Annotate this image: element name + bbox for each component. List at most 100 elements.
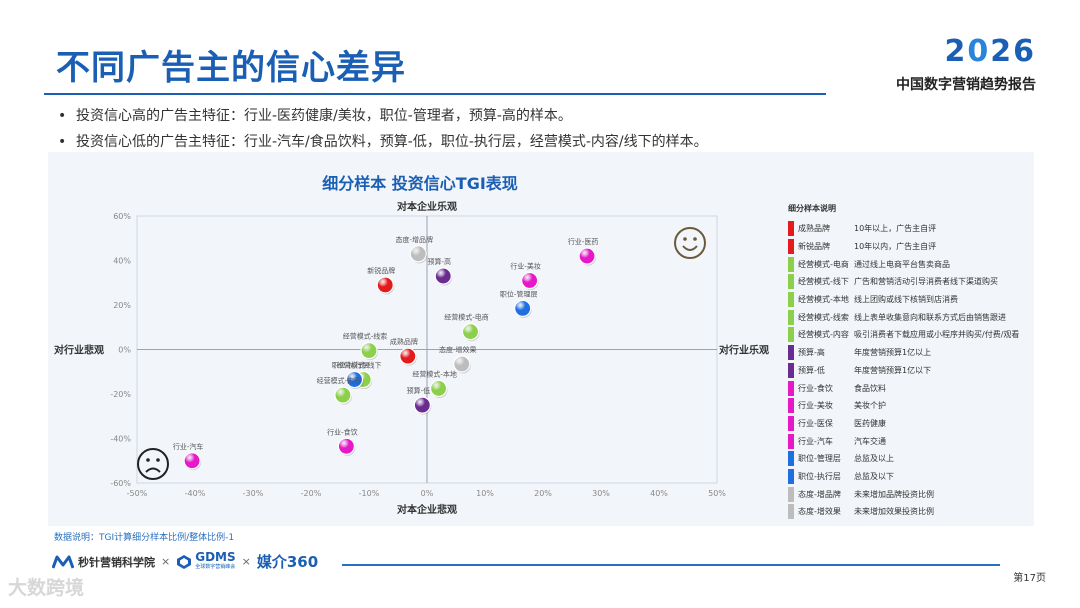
logo-meijie360: 媒介360 [256, 553, 319, 571]
data-point [413, 396, 431, 414]
legend-swatch [788, 362, 794, 378]
data-point-label: 行业-汽车 [173, 442, 204, 451]
legend-item-desc: 线上团购或线下核销到店消费 [854, 295, 958, 305]
legend-item: 职位-管理层 总监及以上 [788, 450, 1038, 468]
legend-item: 态度-增品牌 未来增加品牌投资比例 [788, 485, 1038, 503]
x-tick-label: 50% [708, 489, 726, 498]
data-point [453, 355, 471, 373]
data-point-label: 行业-食饮 [327, 427, 358, 436]
bullet-item: 投资信心高的广告主特征：行业-医药健康/美妆，职位-管理者，预算-高的样本。 [58, 103, 708, 129]
legend-item-desc: 吸引消费者下载应用或小程序并购买/付费/观看 [854, 330, 1020, 340]
data-point [578, 247, 596, 265]
data-point-label: 经营模式-线索 [343, 332, 388, 341]
data-point-label: 成熟品牌 [390, 337, 418, 346]
data-point [521, 271, 539, 290]
y-tick-label: -40% [110, 435, 131, 444]
sad-face-icon [137, 448, 169, 480]
legend-item: 预算-低 年度营销预算1亿以下 [788, 362, 1038, 380]
legend-item-desc: 通过线上电商平台售卖商品 [854, 259, 950, 269]
data-point [334, 386, 352, 404]
data-point-label: 经营模式-内容 [317, 376, 362, 385]
y-tick-label: 60% [113, 212, 131, 221]
legend-item: 行业-医保 医药健康 [788, 415, 1038, 433]
legend-swatch [788, 292, 794, 308]
legend-item: 态度-增效果 未来增加效果投资比例 [788, 503, 1038, 521]
y-tick-label: -60% [110, 479, 131, 488]
data-point-label: 态度-增品牌 [396, 235, 434, 244]
y-tick-label: -20% [110, 390, 131, 399]
brand-year: 2026 [944, 34, 1036, 69]
data-point [399, 347, 417, 365]
x-tick-label: -40% [185, 489, 206, 498]
x-tick-label: 30% [592, 489, 610, 498]
legend-item-desc: 10年以内，广告主自评 [854, 242, 937, 252]
legend-swatch [788, 504, 794, 520]
data-point-label: 行业-美妆 [510, 262, 541, 271]
legend-item-name: 成熟品牌 [798, 224, 830, 234]
data-point [514, 299, 532, 317]
x-tick-label: -50% [127, 489, 148, 498]
legend-item: 成熟品牌 10年以上，广告主自评 [788, 220, 1038, 238]
smiley-mouth-icon [682, 245, 698, 251]
data-point-label: 经营模式-本地 [412, 369, 457, 378]
y-tick-label: 0% [118, 346, 131, 355]
data-point-label: 行业-医药 [568, 237, 599, 246]
legend-item-desc: 线上表单收集意向和联系方式后由销售跟进 [854, 312, 1006, 322]
footer-divider [342, 564, 1000, 566]
data-point [360, 342, 378, 360]
legend-swatch [788, 433, 794, 449]
legend-swatch [788, 309, 794, 325]
legend-item-desc: 医药健康 [854, 418, 886, 428]
legend-item-desc: 10年以上，广告主自评 [854, 224, 937, 234]
x-tick-label: -30% [243, 489, 264, 498]
legend-item: 经营模式-电商 通过线上电商平台售卖商品 [788, 255, 1038, 273]
legend-item-name: 预算-低 [798, 365, 825, 375]
legend-item-name: 行业-美妆 [798, 401, 833, 411]
legend-item: 经营模式-内容 吸引消费者下载应用或小程序并购买/付费/观看 [788, 326, 1038, 344]
legend-item-desc: 总监及以下 [854, 471, 894, 481]
chart-title: 细分样本 投资信心TGI表现 [322, 174, 518, 193]
legend-item-desc: 汽车交通 [854, 436, 886, 446]
legend-item-desc: 食品饮料 [854, 383, 886, 393]
data-point-label: 预算-低 [407, 386, 431, 395]
logo-gdms: GDMS [195, 549, 236, 564]
logo-separator: × [161, 555, 171, 568]
data-point [430, 379, 448, 398]
bullet-item: 投资信心低的广告主特征：行业-汽车/食品饮料，预算-低，职位-执行层，经营模式-… [58, 129, 708, 155]
legend-swatch [788, 274, 794, 290]
data-point-label: 经营模式-线下 [337, 361, 382, 370]
data-point [409, 245, 427, 263]
legend-item-name: 职位-执行层 [798, 471, 841, 481]
legend-item: 职位-执行层 总监及以下 [788, 468, 1038, 486]
legend-item: 经营模式-线索 线上表单收集意向和联系方式后由销售跟进 [788, 308, 1038, 326]
legend-item-desc: 未来增加效果投资比例 [854, 507, 934, 517]
legend-item-name: 经营模式-电商 [798, 259, 849, 269]
data-point [345, 370, 364, 389]
data-point-label: 预算-高 [427, 257, 451, 266]
sad-mouth-icon [145, 467, 161, 473]
footer-logos: 秒针营销科学院 × GDMS 全球数字营销峰会 × 媒介360 [52, 551, 318, 572]
legend-item-name: 行业-医保 [798, 418, 833, 428]
legend-swatch [788, 239, 794, 255]
axis-label-bottom: 对本企业悲观 [397, 503, 457, 516]
x-tick-label: 20% [534, 489, 552, 498]
data-point-label: 经营模式-电商 [444, 313, 489, 322]
bullet-list: 投资信心高的广告主特征：行业-医药健康/美妆，职位-管理者，预算-高的样本。 投… [58, 103, 708, 155]
data-point [461, 323, 480, 341]
page-title: 不同广告主的信心差异 [56, 48, 406, 88]
legend-item-name: 新锐品牌 [798, 242, 830, 252]
legend-swatch [788, 486, 794, 502]
legend-item: 经营模式-线下 广告和营销活动引导消费者线下渠道购买 [788, 273, 1038, 291]
legend: 细分样本说明 成熟品牌 10年以上，广告主自评 新锐品牌 10年以内，广告主自评 经营模… [788, 203, 1038, 521]
tgi-scatter-chart: -50% -40% -30% -20% -10% 0% 10% 20% 30% 40% 50% -60… [54, 200, 769, 516]
legend-item: 行业-美妆 美妆个护 [788, 397, 1038, 415]
legend-item-name: 态度-增效果 [798, 507, 841, 517]
sad-eye-icon [156, 458, 160, 462]
title-divider [44, 93, 826, 95]
legend-item-desc: 年度营销预算1亿以上 [854, 348, 932, 358]
data-point-label: 职位-管理层 [500, 289, 538, 298]
logo-miaozhen: 秒针营销科学院 [78, 555, 155, 569]
legend-item: 经营模式-本地 线上团购或线下核销到店消费 [788, 291, 1038, 309]
legend-item-name: 行业-汽车 [798, 436, 833, 446]
legend-item: 预算-高 年度营销预算1亿以上 [788, 344, 1038, 362]
